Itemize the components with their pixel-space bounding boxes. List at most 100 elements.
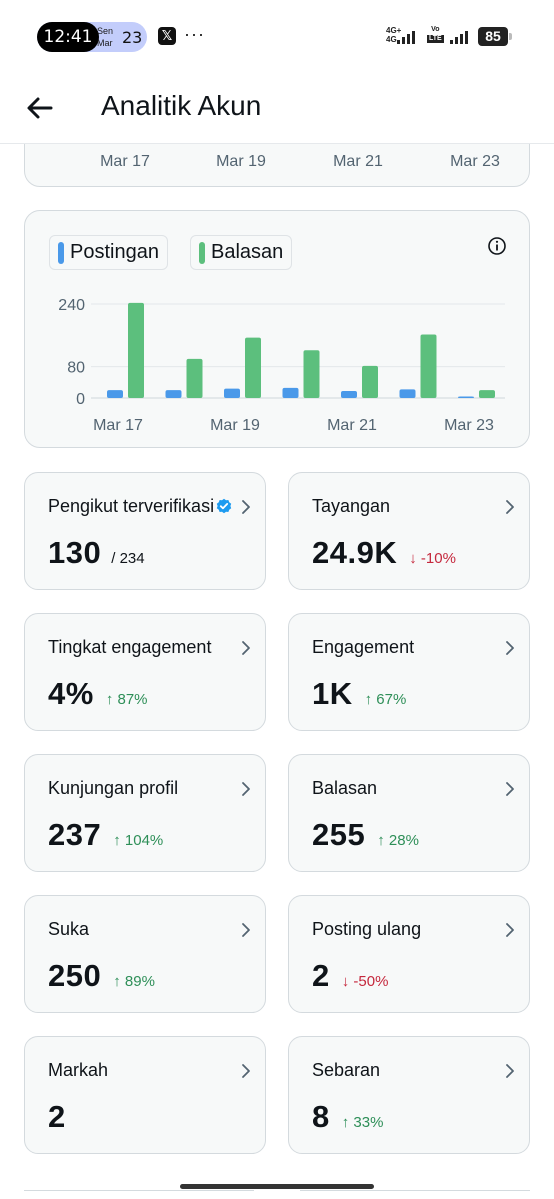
bar-postingan[interactable]: [341, 390, 357, 398]
top-x-tick-label: Mar 23: [450, 153, 500, 170]
network-secondary: 4G: [386, 35, 397, 44]
metric-value-row: 8 ↑ 33%: [312, 1099, 383, 1135]
bar-postingan[interactable]: [224, 388, 240, 398]
clock-day: Sen: [97, 26, 114, 36]
bar-postingan[interactable]: [458, 396, 474, 399]
metric-card[interactable]: Balasan 255 ↑ 28%: [288, 754, 530, 872]
metric-value: 8: [312, 1099, 330, 1134]
top-x-tick-label: Mar 19: [216, 153, 266, 170]
bar-chart: 240 80 0 Mar 17 Mar 19 Mar 21 Mar 23: [58, 297, 505, 434]
metric-label: Sebaran: [312, 1060, 381, 1080]
metric-label: Suka: [48, 919, 90, 939]
bar-balasan[interactable]: [420, 334, 437, 398]
bar-balasan[interactable]: [128, 302, 144, 398]
metric-card[interactable]: Engagement 1K ↑ 67%: [288, 613, 530, 731]
posts-replies-chart-card: Postingan Balasan 240 80 0 Mar 17 Mar 19 Mar …: [24, 210, 530, 448]
metric-change: ↑ 89%: [113, 973, 155, 990]
metric-value-row: 2: [48, 1099, 66, 1135]
top-x-tick-label: Mar 17: [100, 153, 150, 170]
chevron-right-icon: [506, 1064, 514, 1078]
arrow-left-icon: [27, 97, 53, 119]
next-card-edge: [24, 1190, 254, 1199]
next-card-edge: [300, 1190, 530, 1199]
metric-change: ↓ -50%: [341, 973, 389, 990]
metric-change: ↓ -10%: [409, 550, 456, 567]
chevron-right-icon: [242, 500, 250, 514]
lte-label: LTE: [427, 35, 444, 43]
metric-value-row: 255 ↑ 28%: [312, 817, 419, 853]
metric-value-row: 2 ↓ -50%: [312, 958, 388, 994]
metric-card[interactable]: Pengikut terverifikasi 130 / 234: [24, 472, 266, 590]
legend-swatch: [58, 241, 64, 264]
info-icon[interactable]: [487, 236, 507, 256]
clock-date: 23: [122, 28, 143, 47]
metric-value-row: 24.9K ↓ -10%: [312, 535, 456, 571]
metric-label: Tayangan: [312, 496, 391, 516]
metric-value-row: 250 ↑ 89%: [48, 958, 155, 994]
signal-icon-2: [450, 30, 472, 44]
legend-label: Postingan: [70, 241, 159, 263]
metric-value: 130: [48, 535, 102, 570]
clock-time: 12:41: [37, 22, 99, 52]
metric-label: Tingkat engagement: [48, 637, 212, 657]
metric-change: ↑ 33%: [341, 1114, 384, 1131]
network-primary: 4G+: [386, 26, 402, 35]
bar-postingan[interactable]: [282, 387, 299, 398]
home-indicator[interactable]: [180, 1184, 374, 1189]
bar-balasan[interactable]: [186, 358, 203, 398]
metric-label: Pengikut terverifikasi: [48, 496, 215, 516]
chevron-right-icon: [242, 923, 250, 937]
metric-card[interactable]: Tingkat engagement 4% ↑ 87%: [24, 613, 266, 731]
x-tick-label: Mar 17: [93, 417, 143, 434]
volte-label: Vo: [431, 26, 440, 33]
legend-label: Balasan: [211, 241, 284, 263]
x-logo-icon: 𝕏: [158, 27, 176, 45]
network-type: 4G+ 4G: [386, 26, 401, 44]
back-button[interactable]: [24, 92, 56, 124]
bar-balasan[interactable]: [303, 350, 320, 398]
top-x-tick-label: Mar 21: [333, 153, 383, 170]
bar-balasan[interactable]: [479, 390, 495, 398]
metric-card[interactable]: Sebaran 8 ↑ 33%: [288, 1036, 530, 1154]
chevron-right-icon: [506, 782, 514, 796]
app-header: Analitik Akun: [0, 72, 554, 144]
bar-postingan[interactable]: [165, 390, 182, 398]
x-tick-label: Mar 23: [444, 417, 494, 434]
chevron-right-icon: [506, 641, 514, 655]
metric-card[interactable]: Suka 250 ↑ 89%: [24, 895, 266, 1013]
metric-value: 2: [312, 958, 330, 993]
metric-label: Markah: [48, 1060, 109, 1080]
legend-item-postingan[interactable]: Postingan: [49, 235, 168, 270]
y-tick-label: 80: [67, 360, 85, 377]
metric-card[interactable]: Posting ulang 2 ↓ -50%: [288, 895, 530, 1013]
metric-total: / 234: [111, 550, 145, 567]
metric-card[interactable]: Tayangan 24.9K ↓ -10%: [288, 472, 530, 590]
metric-label: Posting ulang: [312, 919, 422, 939]
metric-value: 237: [48, 817, 102, 852]
metric-value: 1K: [312, 676, 353, 711]
chevron-right-icon: [242, 641, 250, 655]
bar-postingan[interactable]: [399, 389, 416, 398]
verified-badge-icon: [216, 498, 232, 514]
chevron-right-icon: [242, 782, 250, 796]
battery-icon: 85: [478, 27, 512, 46]
metric-change: ↑ 67%: [364, 691, 407, 708]
metric-card[interactable]: Kunjungan profil 237 ↑ 104%: [24, 754, 266, 872]
metric-change: ↑ 87%: [105, 691, 148, 708]
y-tick-label: 240: [58, 297, 85, 314]
clock-month: Mar: [97, 38, 113, 48]
metric-label: Balasan: [312, 778, 378, 798]
metric-value: 24.9K: [312, 535, 398, 570]
metric-card[interactable]: Markah 2: [24, 1036, 266, 1154]
signal-icon: [397, 30, 419, 44]
metric-label: Engagement: [312, 637, 415, 657]
bar-postingan[interactable]: [107, 390, 123, 398]
metric-change: ↑ 104%: [113, 832, 164, 849]
bar-balasan[interactable]: [245, 337, 261, 398]
bar-balasan[interactable]: [362, 365, 378, 398]
chevron-right-icon: [242, 1064, 250, 1078]
chevron-right-icon: [506, 923, 514, 937]
page-title: Analitik Akun: [101, 90, 262, 121]
metric-value-row: 1K ↑ 67%: [312, 676, 406, 712]
legend-item-balasan[interactable]: Balasan: [190, 235, 293, 270]
